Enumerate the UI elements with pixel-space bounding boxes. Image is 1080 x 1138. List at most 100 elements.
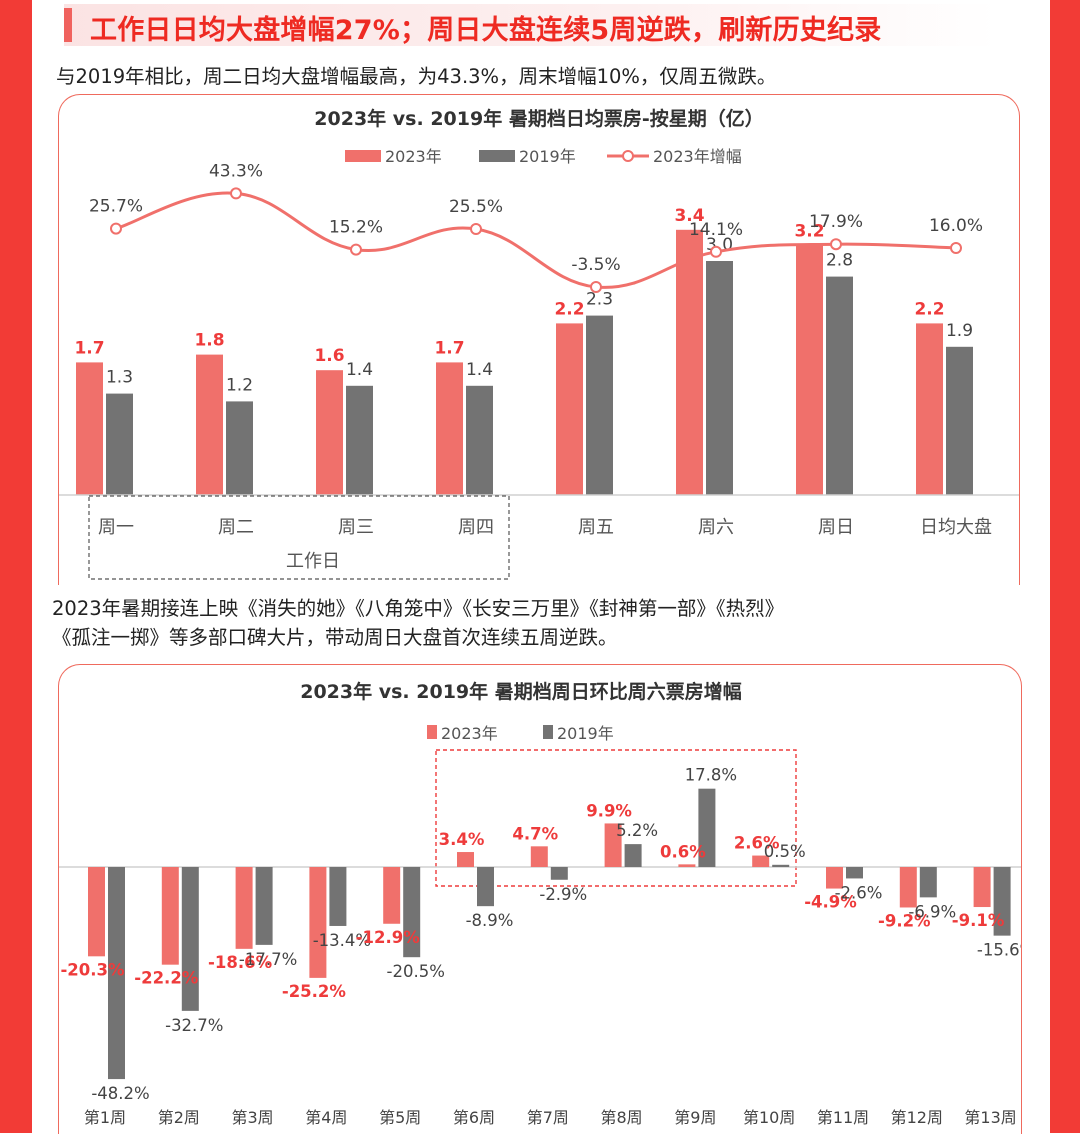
week-label: 第12周	[891, 1108, 943, 1127]
week-label: 第11周	[817, 1108, 869, 1127]
week-label: 第10周	[743, 1108, 795, 1127]
bar-2023	[916, 323, 943, 495]
bar-2023	[556, 323, 583, 495]
bar2-2019	[403, 867, 421, 958]
legend-2023-swatch	[345, 150, 381, 162]
chart1-svg: 2023年 vs. 2019年 暑期档日均票房-按星期（亿） 2023年 2019年…	[59, 107, 1019, 580]
growth-label: 17.9%	[809, 212, 863, 232]
week-label: 第1周	[84, 1108, 126, 1127]
bar2-2023-label: -25.2%	[282, 982, 347, 1001]
week-label: 第13周	[964, 1108, 1016, 1127]
growth-label: 25.5%	[449, 197, 503, 217]
bar-2023-label: 3.2	[794, 221, 824, 241]
growth-point	[830, 238, 842, 251]
workday-group-box	[88, 495, 510, 580]
bar2-2023-label: -9.2%	[878, 911, 931, 930]
growth-point	[470, 223, 482, 235]
bar2-2019	[255, 867, 273, 945]
bar2-2023-label: -9.1%	[952, 911, 1005, 930]
bar-2023-label: 3.4	[674, 206, 704, 226]
legend-2023-label: 2023年	[385, 147, 442, 166]
category-label: 周二	[218, 517, 254, 538]
legend2-2019-label: 2019年	[557, 724, 614, 743]
growth-line	[115, 191, 957, 289]
week-label: 第9周	[674, 1108, 716, 1127]
bar2-2023-label: -22.2%	[134, 969, 199, 988]
week-label: 第2周	[158, 1108, 200, 1127]
bar2-2019-label: -32.7%	[165, 1016, 223, 1035]
bar2-2019	[919, 867, 937, 898]
growth-point	[110, 222, 122, 235]
bar2-2019	[329, 867, 347, 926]
week-label: 第8周	[601, 1108, 643, 1127]
growth-label: 43.3%	[209, 161, 263, 181]
bar-2023	[796, 245, 823, 495]
chart2-panel: 2023年 vs. 2019年 暑期档周日环比周六票房增幅 2023年 2019年 -…	[58, 664, 1035, 1134]
bar-2019-label: 1.9	[946, 321, 973, 341]
legend2-2023-swatch	[427, 725, 437, 739]
bar-2019	[466, 385, 493, 495]
highlight-box-week6-10	[435, 749, 797, 887]
chart1-title: 2023年 vs. 2019年 暑期档日均票房-按星期（亿）	[314, 107, 763, 130]
category-label: 周六	[698, 517, 734, 538]
bar-2023	[76, 362, 103, 495]
growth-label: 25.7%	[89, 197, 143, 217]
bar2-2023-label: 9.9%	[586, 801, 632, 820]
growth-label: -3.5%	[571, 255, 620, 275]
legend-growth-label: 2023年增幅	[653, 147, 742, 166]
page-subtitle: 与2019年相比，周二日均大盘增幅最高，为43.3%，周末增幅10%，仅周五微跌…	[56, 65, 777, 88]
bar2-2023	[678, 864, 696, 867]
bar-2019	[706, 261, 733, 495]
bar2-2019-label: 0.5%	[764, 842, 806, 861]
bar-2023	[676, 229, 703, 496]
bar-2023-label: 2.2	[554, 299, 584, 319]
bar-2019-label: 2.8	[826, 251, 853, 271]
bar2-2023-label: -20.3%	[60, 960, 125, 979]
week-label: 第6周	[453, 1108, 495, 1127]
week-label: 第5周	[379, 1108, 421, 1127]
bar2-2023	[383, 867, 401, 924]
bar2-2019	[550, 867, 568, 880]
bar-2019-label: 1.4	[346, 360, 373, 380]
paragraph-line-2: 《孤注一掷》等多部口碑大片，带动周日大盘首次连续五周逆跌。	[52, 626, 618, 649]
right-red-border	[1050, 0, 1080, 1133]
bar2-2019	[624, 844, 642, 867]
bar2-2019-label: -2.6%	[835, 883, 883, 902]
bar2-2023-label: 0.6%	[660, 842, 706, 861]
bar-2023	[196, 354, 223, 495]
category-label: 周三	[338, 517, 374, 538]
bar-2019-label: 1.3	[106, 368, 133, 388]
bar2-2019-label: -6.9%	[908, 902, 956, 921]
chart2-title: 2023年 vs. 2019年 暑期档周日环比周六票房增幅	[300, 680, 742, 703]
bar2-2019	[846, 867, 863, 879]
bar2-2019-label: -15.6%	[977, 941, 1021, 960]
growth-label: 15.2%	[329, 218, 383, 238]
bar-2019	[946, 346, 973, 495]
bar2-2023-label: -18.6%	[208, 953, 273, 972]
bar2-2023-label: 3.4%	[439, 830, 485, 849]
bar2-2019-label: -8.9%	[466, 911, 514, 930]
growth-label: 16.0%	[929, 216, 983, 236]
bar2-2019	[181, 867, 199, 1011]
bar2-2023	[973, 867, 991, 908]
bar2-2023	[161, 867, 179, 965]
bar-2019-label: 1.4	[466, 360, 493, 380]
chart2-svg: 2023年 vs. 2019年 暑期档周日环比周六票房增幅 2023年 2019年 -…	[59, 680, 1035, 1127]
bar-2023-label: 2.2	[914, 299, 944, 319]
bar2-2023	[530, 846, 548, 867]
bar2-2023	[88, 867, 105, 957]
bar2-2023-label: -12.9%	[356, 928, 421, 947]
bar2-2023-label: -4.9%	[804, 893, 857, 912]
week-label: 第7周	[527, 1108, 569, 1127]
bar2-2019-label: -17.7%	[239, 950, 297, 969]
legend-growth-marker	[622, 150, 634, 162]
bar-2019-label: 2.3	[586, 290, 613, 310]
bar2-2023	[457, 852, 474, 867]
workday-group-label: 工作日	[286, 551, 340, 572]
bar2-2019	[477, 867, 494, 907]
growth-point	[230, 187, 242, 200]
bar2-2019-label: 17.8%	[685, 766, 737, 785]
category-label: 周五	[578, 517, 614, 538]
left-red-border	[0, 0, 32, 1133]
chart1-panel: 2023年 vs. 2019年 暑期档日均票房-按星期（亿） 2023年 2019年…	[58, 94, 1020, 585]
